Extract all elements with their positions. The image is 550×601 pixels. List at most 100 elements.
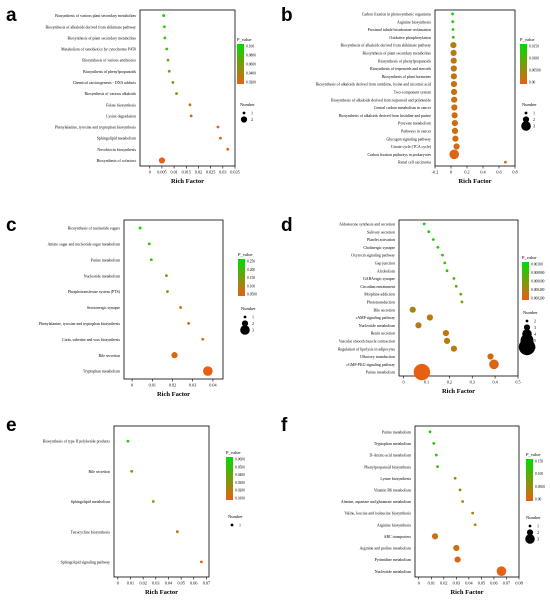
size-legend-dot: [526, 529, 534, 536]
data-point: [451, 35, 455, 39]
x-tick-label: 0.01: [170, 170, 177, 175]
data-point: [415, 322, 422, 329]
data-point: [167, 69, 171, 73]
size-legend-label: 2: [534, 319, 536, 324]
category-label: Circadian entrainment: [360, 285, 396, 289]
color-legend-title: P_value: [226, 450, 241, 455]
category-label: Lysine degradation: [106, 114, 136, 118]
color-legend-tick: 0.000200: [531, 297, 545, 301]
data-point: [436, 245, 440, 249]
size-legend-label: 6: [534, 345, 536, 350]
panel-label-c: c: [6, 215, 17, 236]
color-legend-title: P_value: [520, 37, 535, 42]
color-legend-tick: 0.000600: [531, 280, 545, 284]
x-tick-label: 0.03: [189, 383, 196, 388]
panel-label-e: e: [6, 415, 17, 436]
category-label: Folate biosynthesis: [106, 103, 136, 107]
x-tick-label: 0.1: [424, 380, 429, 385]
category-label: Biosynthesis of plant secondary metaboli…: [362, 52, 431, 56]
color-legend-tick: 0.000400: [531, 288, 545, 292]
x-tick-label: 0.01: [428, 581, 435, 586]
category-label: Biosynthesis of terpenoids and steroids: [370, 67, 431, 71]
data-point: [461, 500, 465, 503]
data-point: [451, 20, 455, 24]
category-label: Biosynthesis of various antibiotics: [82, 59, 136, 63]
category-label: Amino sugar and nucleotide sugar metabol…: [47, 242, 120, 246]
category-label: Biosynthesis of cofactors: [97, 159, 137, 163]
color-legend-bar: [238, 259, 245, 296]
data-point: [451, 127, 459, 134]
chart-panel-c: c Biosynthesis of nucleotide sugars Amino…: [0, 210, 275, 410]
x-tick-label: 0.02: [195, 170, 202, 175]
x-tick-label: 0.07: [503, 581, 510, 586]
x-tick-label: 0: [149, 170, 151, 175]
category-label: Sphingolipid metabolism: [97, 137, 136, 141]
data-point: [451, 28, 455, 31]
category-label: Renin secretion: [371, 332, 395, 336]
data-point: [450, 73, 457, 80]
x-tick-label: 0.4: [492, 380, 498, 385]
size-legend-label: 3: [252, 328, 254, 333]
x-tick-label: 0.03: [453, 581, 460, 586]
category-label: Biosynthesis of various plant secondary …: [55, 14, 136, 18]
category-label: Valine, leucine and isoleucine biosynthe…: [344, 512, 411, 517]
category-label: Biosynthesis of alkaloids derived from h…: [339, 114, 431, 118]
color-legend-tick: 0.0500: [235, 465, 245, 469]
color-legend-title: P_value: [526, 452, 541, 457]
x-tick-label: 0.05: [478, 581, 485, 586]
data-point: [165, 274, 168, 278]
data-point: [431, 238, 435, 241]
x-tick-label: 0.6: [496, 170, 501, 175]
category-label: Pyrimidine metabolism: [375, 558, 411, 562]
category-label: Oxytocin signaling pathway: [351, 254, 395, 258]
x-tick-label: 0.3: [470, 380, 475, 385]
color-legend-tick: 0.100: [247, 284, 255, 288]
x-tick-label: 0.01: [127, 581, 134, 586]
data-point: [165, 47, 169, 51]
category-label: Vascular smooth muscle contraction: [339, 340, 395, 344]
color-legend-tick: 0.0500: [247, 293, 257, 297]
data-point: [451, 120, 458, 127]
data-point: [442, 330, 450, 337]
data-point: [445, 269, 449, 273]
size-legend-label: 2: [533, 117, 535, 122]
chart-svg-a: Biosynthesis of various plant secondary …: [45, 9, 256, 185]
color-legend-tick: 0.100: [535, 472, 543, 476]
category-label: Chemical carcinogenesis - DNA adducts: [73, 81, 137, 85]
data-point: [450, 65, 457, 72]
category-label: Gap junction: [375, 262, 395, 266]
category-label: Sphingolipid metabolism: [71, 500, 110, 504]
panel-label-b: b: [281, 5, 293, 26]
category-label: Tetracycline biosynthesis: [71, 530, 111, 534]
size-legend-title: Number: [523, 310, 538, 315]
category-label: Biosynthesis of type II polyketide produ…: [43, 440, 111, 444]
data-point: [138, 226, 142, 230]
size-legend-dot: [528, 524, 532, 528]
color-legend-tick: 0.150: [247, 276, 255, 280]
color-legend-tick: 0.150: [535, 460, 543, 464]
size-legend-title: Number: [240, 102, 255, 107]
category-label: Purine metabolism: [366, 371, 395, 375]
color-legend-tick: 0.0150: [529, 45, 539, 49]
size-legend-dot: [241, 320, 249, 327]
color-legend-bar: [520, 44, 527, 84]
category-label: Olfactory transduction: [360, 355, 395, 359]
data-point: [460, 300, 464, 304]
data-point: [443, 337, 451, 344]
category-label: Biosynthesis of alkaloids derived from t…: [331, 98, 431, 102]
size-legend-label: 4: [534, 332, 536, 337]
category-label: Citrate cycle (TCA cycle): [391, 145, 432, 149]
panel-label-d: d: [281, 215, 293, 236]
x-tick-label: 0.015: [182, 170, 191, 175]
size-legend-label: 3: [533, 124, 535, 129]
data-point: [149, 258, 153, 262]
category-label: Bile secretion: [89, 470, 111, 474]
color-legend-tick: 0.0600: [246, 63, 256, 67]
data-point: [171, 352, 178, 359]
x-tick-label: 0.04: [209, 383, 217, 388]
color-legend-tick: 0.00: [535, 498, 541, 502]
size-legend-label: 1: [533, 111, 535, 116]
plot-frame: [414, 425, 520, 578]
data-point: [452, 277, 456, 280]
color-legend-tick: 0.0500: [535, 485, 545, 489]
